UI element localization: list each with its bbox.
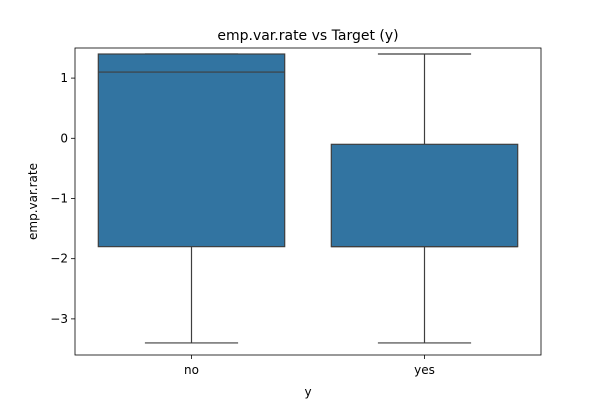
chart-title: emp.var.rate vs Target (y) [217,28,398,44]
y-tick-label: −3 [50,312,68,326]
y-tick-label: −2 [50,252,68,266]
plot-area [97,53,519,344]
x-axis-title: y [304,385,311,399]
x-tick-label: no [184,363,199,377]
box-yes [330,53,519,344]
x-axis: no yes [184,355,435,377]
plot-frame [74,47,542,356]
box-no [97,53,286,344]
box-iqr-yes [330,143,519,248]
y-axis: 1 0 −1 −2 −3 [50,71,75,326]
y-tick-label: −1 [50,191,68,205]
y-tick-label: 1 [60,71,68,85]
y-tick-label: 0 [60,131,68,145]
box-iqr-no [97,53,286,248]
y-axis-title: emp.var.rate [26,163,40,240]
x-tick-label: yes [414,363,435,377]
